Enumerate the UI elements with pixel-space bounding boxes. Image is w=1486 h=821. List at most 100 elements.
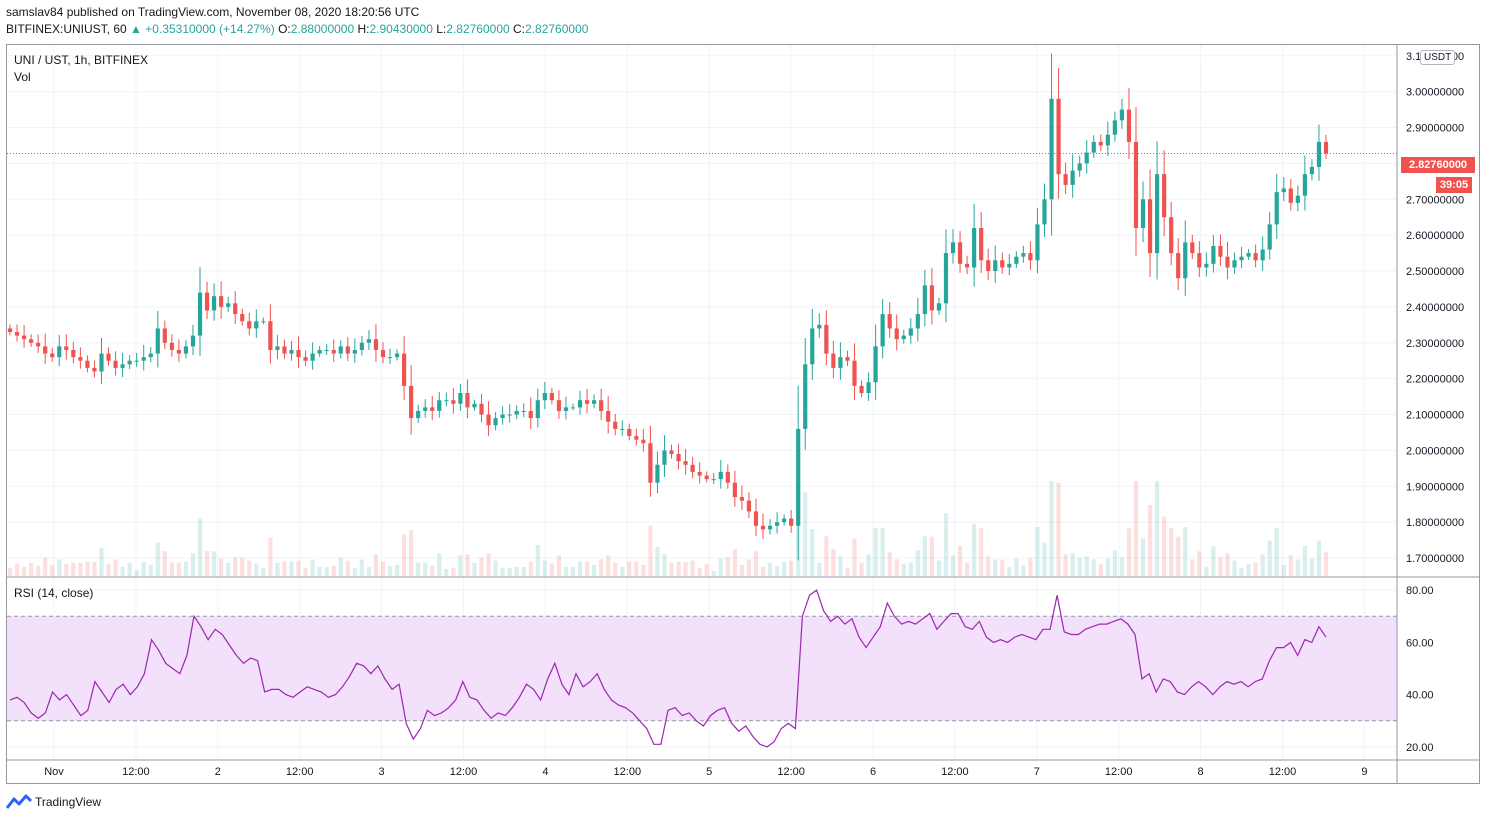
candle-body [824,324,829,354]
high-value: 2.90430000 [369,22,433,36]
volume-bar [1218,557,1223,576]
candle [486,401,491,436]
volume-bar [824,536,829,576]
candle [542,381,547,410]
candle-body [366,339,372,343]
candle [275,334,280,360]
candle [1007,254,1012,276]
candle-body [1000,260,1005,268]
candle [345,336,350,362]
candle-body [310,353,315,361]
candle [1042,183,1047,237]
candle [901,329,906,344]
candle [859,380,864,398]
rsi-tick-label: 60.00 [1406,637,1434,649]
price-tick-label: 2.00000000 [1406,445,1464,457]
candle-body [535,400,540,419]
candle [986,248,991,281]
candle [753,498,759,536]
candle-body [247,321,252,329]
candle [535,388,540,428]
low-value: 2.82760000 [446,22,510,36]
candle-body [1232,260,1237,268]
candle-body [845,357,850,361]
volume-bar [592,564,597,576]
x-tick-label: 12:00 [941,766,969,778]
main-legend-title[interactable]: UNI / UST, 1h, BITFINEX [14,53,149,67]
rsi-pane [7,589,1397,748]
candle-body [148,353,153,358]
candle [507,404,512,423]
candle [789,509,794,533]
volume-bar [810,529,815,576]
price-tick-label: 3.00000000 [1406,87,1464,99]
volume-legend[interactable]: Vol [14,70,31,84]
candle [338,340,343,359]
volume-bar [1007,566,1012,576]
volume-bar [584,561,590,576]
volume-bar [964,562,970,576]
volume-bar [711,571,716,576]
rsi-tick-label: 40.00 [1406,690,1434,702]
candle-body [676,454,681,462]
candle [465,379,470,419]
candle-body [359,342,364,350]
candle-body [423,407,428,411]
volume-bar [394,564,400,576]
candle-body [1176,253,1181,279]
volume-bar [338,557,343,576]
volume-bar [155,542,160,576]
volume-bar [1126,528,1132,576]
candle [1176,238,1181,291]
candle-body [514,410,519,415]
volume-bar [1028,557,1033,576]
volume-bar [838,556,843,576]
volume-bar [1119,557,1125,576]
candle [85,355,90,373]
volume-bar [78,562,83,576]
tradingview-brand[interactable]: TradingView [6,794,101,810]
candle [648,425,653,497]
candle-body [29,339,34,343]
candle-body [767,525,773,530]
volume-bar [7,567,13,576]
last-price-value: 2.82760000 [1408,159,1468,171]
candle-body [627,428,632,437]
volume-bar [979,528,984,576]
candle-body [57,346,62,358]
currency-label[interactable]: USDT [1420,50,1456,65]
candle [929,268,935,325]
rsi-legend[interactable]: RSI (14, close) [14,586,94,600]
volume-bar [1267,540,1272,576]
candle [711,472,716,485]
candle [289,340,294,361]
candle-body [753,511,759,526]
volume-bar [458,555,463,576]
volume-bar [655,547,660,576]
x-tick-label: 12:00 [614,766,642,778]
candle-body [233,303,238,315]
candle-body [732,482,737,498]
candle [1253,244,1258,268]
candle-body [324,349,329,351]
candle [1140,181,1146,243]
x-tick-label: 7 [1034,766,1040,778]
candle [437,391,442,418]
candle-body [437,400,442,411]
candle-body [1119,109,1125,121]
volume-bar [233,557,238,576]
candle [352,338,357,363]
price-tick-label: 2.60000000 [1406,230,1464,242]
candle [331,339,336,363]
volume-bar [317,566,322,576]
volume-bar [922,536,927,576]
volume-bar [373,554,379,576]
candle-body [36,342,41,347]
candle [211,283,217,321]
candle-body [690,464,695,472]
candle-body [120,364,125,368]
candle [1084,140,1089,174]
candle [676,443,681,470]
candle-body [254,321,259,329]
